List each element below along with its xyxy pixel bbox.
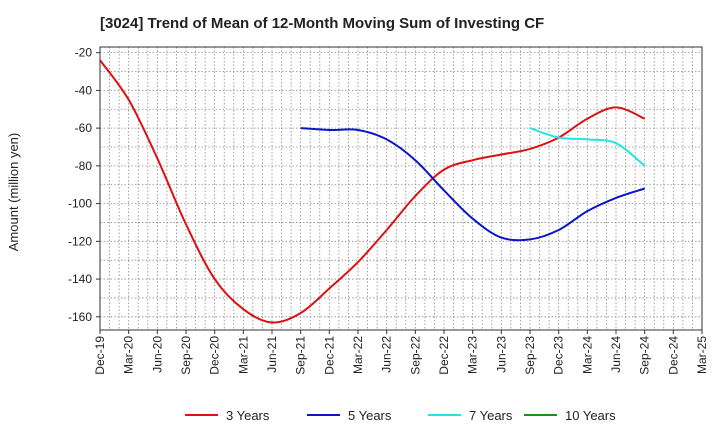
x-tick-label: Mar-21 — [236, 336, 250, 374]
series-line-5-years — [300, 127, 646, 242]
x-tick-label: Dec-21 — [322, 336, 336, 375]
x-tick-label: Mar-25 — [695, 336, 709, 374]
legend-label: 3 Years — [226, 408, 270, 423]
y-tick-label: -100 — [68, 197, 92, 211]
x-tick-label: Jun-23 — [494, 336, 508, 373]
x-tick-label: Jun-21 — [265, 336, 279, 373]
x-tick-label: Dec-22 — [437, 336, 451, 375]
x-tick-label: Sep-24 — [638, 336, 652, 375]
x-tick-labels: Dec-19 Mar-20 Jun-20 Sep-20 Dec-20 Mar-21 Jun-… — [93, 330, 709, 375]
y-axis-label: Amount (million yen) — [6, 133, 21, 252]
x-tick-label: Dec-20 — [208, 336, 222, 375]
y-tick-label: -60 — [75, 121, 93, 135]
chart-title: [3024] Trend of Mean of 12-Month Moving … — [100, 15, 544, 32]
x-tick-label: Jun-22 — [380, 336, 394, 373]
x-tick-label: Dec-19 — [93, 336, 107, 375]
y-tick-label: -80 — [75, 159, 93, 173]
y-tick-label: -120 — [68, 234, 92, 248]
series-line-3-years — [99, 59, 646, 324]
legend-label: 10 Years — [565, 408, 616, 423]
x-tick-label: Mar-22 — [351, 336, 365, 374]
y-tick-label: -140 — [68, 272, 92, 286]
x-tick-label: Dec-24 — [666, 336, 680, 375]
x-tick-label: Dec-23 — [552, 336, 566, 375]
legend: 3 Years 5 Years 7 Years 10 Years — [185, 408, 616, 423]
plot-frame — [99, 46, 703, 331]
legend-label: 7 Years — [469, 408, 513, 423]
series-lines — [99, 59, 646, 324]
x-tick-label: Sep-22 — [408, 336, 422, 375]
grid — [100, 47, 702, 330]
series-line-7-years — [529, 127, 646, 167]
x-tick-label: Sep-20 — [179, 336, 193, 375]
y-tick-labels: -20 -40 -60 -80 -100 -120 -140 -160 — [68, 46, 100, 324]
x-tick-label: Sep-23 — [523, 336, 537, 375]
x-tick-label: Sep-21 — [294, 336, 308, 375]
x-tick-label: Jun-24 — [609, 336, 623, 373]
x-tick-label: Mar-20 — [122, 336, 136, 374]
x-tick-label: Mar-24 — [580, 336, 594, 374]
y-tick-label: -20 — [75, 46, 93, 60]
y-tick-label: -160 — [68, 310, 92, 324]
x-tick-label: Mar-23 — [466, 336, 480, 374]
y-tick-label: -40 — [75, 83, 93, 97]
x-tick-label: Jun-20 — [150, 336, 164, 373]
legend-label: 5 Years — [348, 408, 392, 423]
